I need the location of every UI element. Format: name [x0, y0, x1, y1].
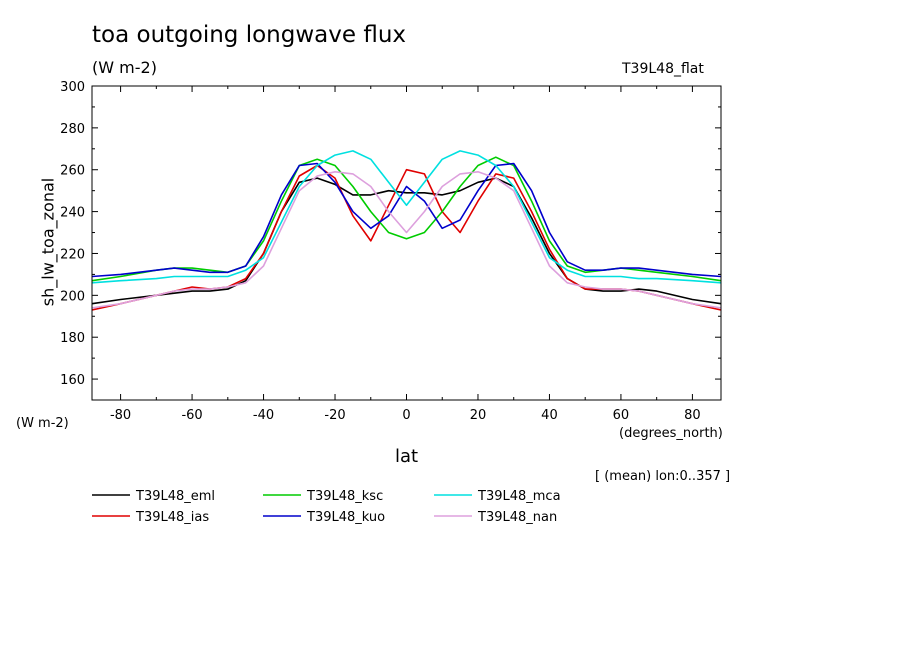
y-tick-label: 180	[60, 331, 85, 346]
y-tick-label: 160	[60, 373, 85, 388]
series-line-T39L48_eml	[91, 177, 722, 305]
x-tick-label: 60	[613, 408, 630, 423]
legend-label: T39L48_nan	[477, 510, 557, 525]
series-line-T39L48_ksc	[91, 156, 722, 282]
x-tick-label: -80	[110, 408, 131, 423]
averaging-note: [ (mean) lon:0..357 ]	[595, 469, 731, 484]
x-axis-label: lat	[395, 446, 419, 467]
legend: T39L48_eml T39L48_ias T39L48_ksc T39L48_kuo…	[92, 489, 561, 525]
series-line-T39L48_kuo	[91, 162, 722, 278]
experiment-tag: T39L48_flat	[622, 61, 704, 77]
legend-label: T39L48_mca	[477, 489, 561, 504]
y-tick-label: 260	[60, 164, 85, 179]
y-tick-label: 200	[60, 289, 85, 304]
y-tick-label: 280	[60, 122, 85, 137]
y-axis-unit: (W m-2)	[16, 416, 69, 431]
series-line-T39L48_mca	[91, 150, 722, 284]
plot-lines	[91, 150, 722, 311]
chart-units-subtitle: (W m-2)	[92, 58, 157, 77]
legend-label: T39L48_ksc	[306, 489, 383, 504]
x-tick-label: -40	[253, 408, 274, 423]
series-line-T39L48_nan	[91, 171, 722, 309]
x-tick-label: 40	[541, 408, 558, 423]
x-tick-label: 80	[684, 408, 701, 423]
x-tick-label: 20	[470, 408, 487, 423]
x-tick-label: -60	[181, 408, 202, 423]
y-tick-label: 240	[60, 206, 85, 221]
legend-label: T39L48_ias	[135, 510, 209, 525]
legend-label: T39L48_eml	[135, 489, 215, 504]
x-axis-unit: (degrees_north)	[619, 426, 723, 441]
y-tick-label: 300	[60, 80, 85, 95]
axes: -80 -60 -40 -20 0 20 40 60 80 160 180 200 220 240 260 2…	[60, 80, 722, 423]
chart-title: toa outgoing longwave flux	[92, 22, 407, 48]
plot-frame	[91, 85, 722, 401]
x-tick-label: -20	[324, 408, 345, 423]
y-tick-label: 220	[60, 247, 85, 262]
legend-label: T39L48_kuo	[306, 510, 385, 525]
x-tick-label: 0	[402, 408, 410, 423]
